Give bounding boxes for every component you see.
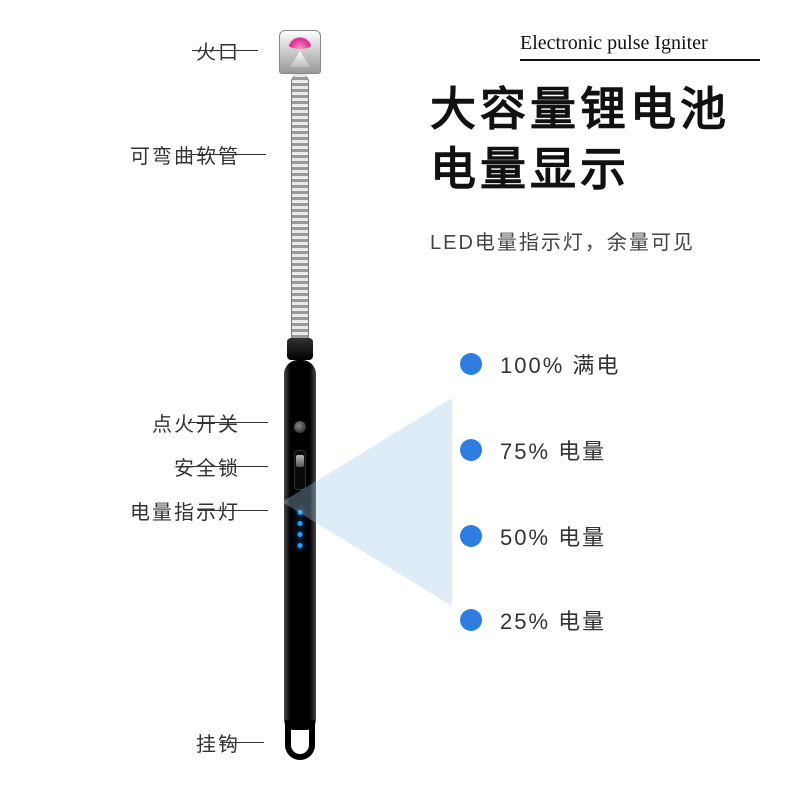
bullet-dot-icon (460, 609, 482, 631)
led-dot (298, 532, 303, 537)
bullet-dot-icon (460, 525, 482, 547)
leader-line-lock (178, 466, 268, 467)
product-led-indicator (298, 510, 303, 548)
battery-legend-item: 25% 电量 (460, 604, 606, 636)
battery-legend-text: 75% 电量 (500, 434, 606, 466)
headline: 大容量锂电池 电量显示 (430, 80, 730, 200)
battery-legend-item: 50% 电量 (460, 520, 606, 552)
brand-underline (520, 59, 760, 61)
leader-line-hook (220, 742, 264, 743)
battery-legend-item: 100% 满电 (460, 348, 620, 380)
headline-line-2: 电量显示 (430, 140, 730, 200)
subheadline: LED电量指示灯，余量可见 (430, 226, 695, 255)
leader-line-led (198, 510, 268, 511)
brand-text: Electronic pulse Igniter (520, 32, 760, 61)
led-dot (298, 543, 303, 548)
product-illustration (250, 30, 350, 770)
headline-line-1: 大容量锂电池 (430, 80, 730, 140)
brand-label: Electronic pulse Igniter (520, 32, 708, 54)
product-ignition-button (293, 420, 307, 434)
product-hook (285, 720, 315, 760)
product-collar (287, 338, 313, 360)
bullet-dot-icon (460, 439, 482, 461)
product-body (284, 360, 316, 730)
led-dot (298, 521, 303, 526)
product-safety-lock (294, 450, 306, 490)
led-dot (298, 510, 303, 515)
battery-legend-text: 50% 电量 (500, 520, 606, 552)
bullet-dot-icon (460, 353, 482, 375)
leader-line-ignite (188, 422, 268, 423)
battery-legend-item: 75% 电量 (460, 434, 606, 466)
leader-line-neck (188, 154, 266, 155)
leader-line-tip (192, 50, 258, 51)
product-tip (279, 30, 321, 74)
battery-legend-text: 25% 电量 (500, 604, 606, 636)
product-flexible-neck (291, 74, 309, 344)
battery-legend-text: 100% 满电 (500, 348, 620, 380)
